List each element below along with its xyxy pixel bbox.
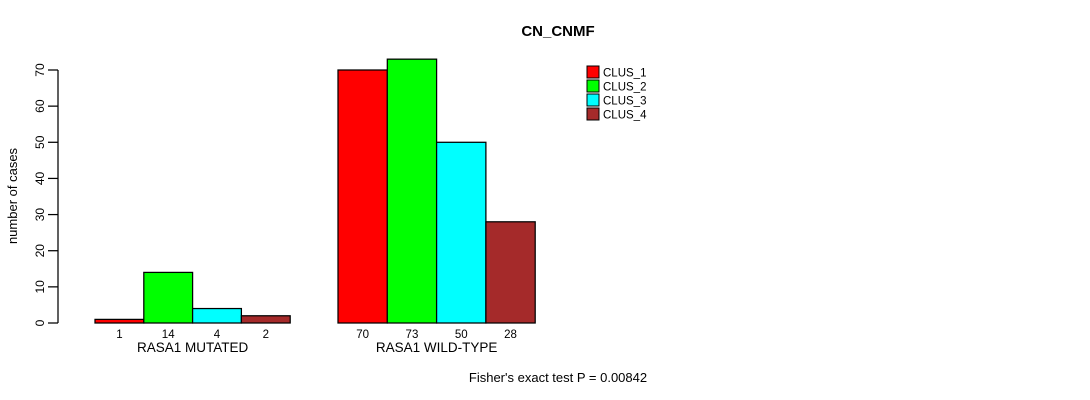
legend-swatch-clus_4 [586, 107, 600, 121]
pvalue-annotation: Fisher's exact test P = 0.00842 [469, 370, 647, 385]
y-tick-label: 20 [33, 244, 47, 258]
legend-swatch-clus_2 [586, 79, 600, 93]
bar-clus_1-group2 [337, 69, 388, 324]
legend-swatch-clus_1 [586, 65, 600, 79]
bar-value-label: 70 [356, 329, 369, 341]
y-tick-label: 10 [33, 280, 47, 294]
legend-item-label: CLUS_4 [603, 110, 647, 122]
bar-clus_2-group2 [386, 58, 438, 324]
bar-value-label: 1 [116, 329, 122, 341]
chart-title: CN_CNMF [521, 23, 594, 40]
bar-clus_3-group1 [191, 307, 243, 324]
bar-clus_4-group2 [485, 221, 536, 324]
bar-value-label: 14 [162, 329, 175, 341]
x-category-label: RASA1 MUTATED [137, 340, 249, 355]
y-tick-label: 40 [33, 171, 47, 185]
legend-item-label: CLUS_2 [603, 82, 646, 94]
legend-item-label: CLUS_3 [603, 96, 646, 108]
bar-value-label: 2 [263, 329, 269, 341]
bar-clus_4-group1 [240, 315, 291, 324]
y-tick-label: 0 [33, 319, 47, 326]
bar-clus_2-group1 [143, 271, 194, 324]
y-tick-label: 50 [33, 135, 47, 149]
y-tick-label: 30 [33, 208, 47, 222]
bar-value-label: 50 [455, 329, 468, 341]
bar-value-label: 28 [504, 329, 517, 341]
y-tick-label: 70 [33, 63, 47, 77]
legend-item-label: CLUS_1 [603, 68, 646, 80]
y-axis-label: number of cases [5, 147, 20, 244]
bar-value-label: 73 [406, 329, 419, 341]
x-category-label: RASA1 WILD-TYPE [376, 340, 498, 355]
bar-value-label: 4 [214, 329, 221, 341]
bar-clus_1-group1 [94, 318, 145, 324]
y-tick-label: 60 [33, 99, 47, 113]
bar-clus_3-group2 [435, 141, 487, 324]
legend-swatch-clus_3 [586, 93, 600, 107]
